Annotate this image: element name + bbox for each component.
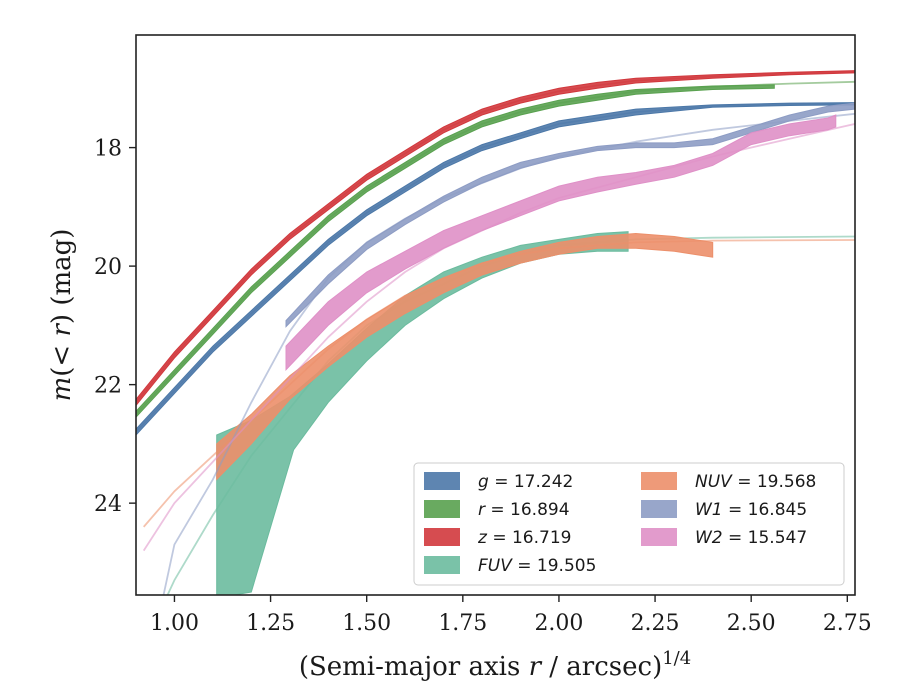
x-axis-ticks: 1.00 1.25 1.50 1.75 2.00 2.25 2.50 2.75 — [150, 595, 872, 636]
plot-frame — [135, 34, 856, 596]
y-tick-label: 20 — [94, 255, 122, 280]
legend-swatch-r — [424, 500, 460, 518]
x-tick-label: 1.00 — [150, 611, 199, 636]
x-tick-label: 2.50 — [727, 611, 776, 636]
series-z-profile-band — [136, 70, 855, 407]
x-axis-label: (Semi-major axis r / arcsec)1/4 — [299, 648, 691, 682]
x-tick-label: 1.50 — [342, 611, 391, 636]
y-tick-label: 22 — [94, 374, 122, 399]
legend-swatch-g — [424, 472, 460, 490]
y-axis-label: m(< r) (mag) — [47, 229, 77, 402]
y-tick-label: 24 — [94, 492, 122, 517]
legend-label-w1: W1 = 16.845 — [695, 500, 807, 520]
y-tick-label: 18 — [94, 137, 122, 162]
x-tick-label: 2.25 — [631, 611, 680, 636]
series-w2-profile-band — [285, 114, 837, 372]
series-w1-profile-band — [285, 102, 855, 328]
series-nuv-profile-band — [216, 232, 714, 481]
legend-label-g: g = 17.242 — [478, 472, 573, 492]
x-tick-label: 2.00 — [534, 611, 583, 636]
legend-swatch-z — [424, 528, 460, 546]
legend-swatch-nuv — [641, 472, 677, 490]
legend-swatch-w2 — [641, 528, 677, 546]
series-r-profile-band — [136, 84, 775, 418]
legend-label-z: z = 16.719 — [477, 528, 571, 548]
series-g-profile-band — [136, 102, 855, 436]
legend-label-w2: W2 = 15.547 — [695, 528, 807, 548]
legend-label-fuv: FUV = 19.505 — [478, 556, 596, 576]
legend-swatch-fuv — [424, 556, 460, 574]
x-tick-label: 1.25 — [246, 611, 295, 636]
x-tick-label: 2.75 — [823, 611, 872, 636]
y-axis-ticks: 18 20 22 24 — [94, 137, 136, 517]
legend-label-r: r = 16.894 — [478, 500, 570, 520]
plot-series-layer — [136, 70, 855, 595]
legend-swatch-w1 — [641, 500, 677, 518]
legend: g = 17.242 r = 16.894 z = 16.719 FUV = 19.5… — [413, 462, 845, 586]
legend-label-nuv: NUV = 19.568 — [695, 472, 816, 492]
x-tick-label: 1.75 — [438, 611, 487, 636]
legend-frame — [413, 462, 845, 586]
